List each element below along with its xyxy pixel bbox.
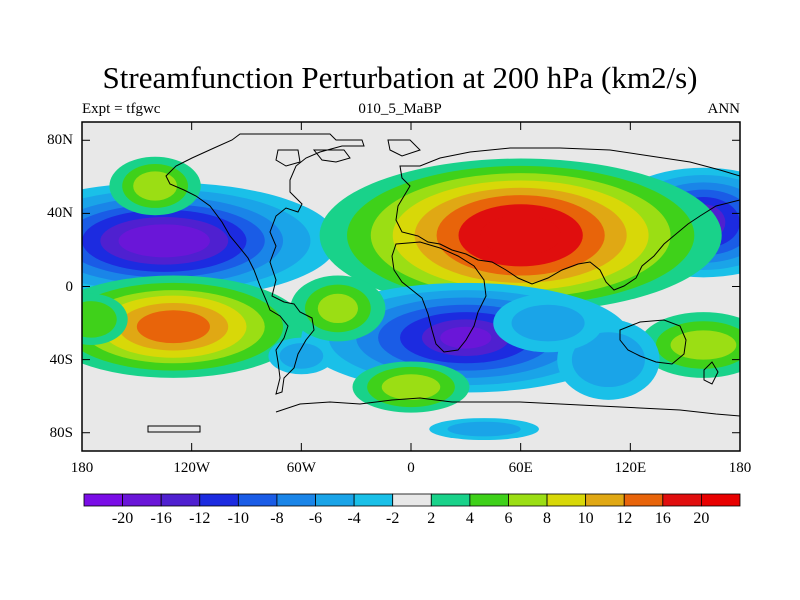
- contour-band-8-1: [279, 343, 324, 369]
- colorbar-swatch: [83, 493, 123, 507]
- colorbar-label: 20: [693, 510, 710, 527]
- colorbar-label: -6: [308, 510, 323, 527]
- colorbar-swatch: [160, 493, 201, 507]
- colorbar-swatch: [353, 493, 394, 507]
- contour-band-9-2: [670, 330, 737, 360]
- contour-band-4-7: [480, 215, 561, 256]
- contour-band-10-1: [571, 332, 645, 388]
- colorbar-label: 2: [427, 510, 436, 527]
- x-tick-label: 180: [70, 460, 94, 476]
- y-tick-label: 40N: [47, 205, 73, 222]
- contour-band-11-1: [511, 304, 585, 342]
- colorbar-label: 8: [543, 510, 552, 527]
- season-label: ANN: [707, 101, 741, 117]
- x-tick-label: 0: [407, 460, 415, 476]
- x-tick-label: 120E: [614, 460, 647, 476]
- colorbar-swatch: [237, 493, 278, 507]
- x-tick-label: 180: [728, 460, 752, 476]
- contour-fill: [82, 156, 740, 441]
- colorbar-swatch: [469, 493, 509, 507]
- colorbar-label: -12: [189, 510, 211, 527]
- colorbar-label: 16: [654, 510, 671, 527]
- colorbar-swatch: [546, 493, 587, 507]
- colorbar-swatch: [662, 493, 702, 507]
- x-tick-label: 60W: [286, 460, 316, 476]
- y-tick-label: 80N: [47, 132, 73, 149]
- colorbar-swatch: [276, 493, 316, 507]
- contour-band-2-5: [136, 310, 210, 344]
- colorbar-swatch: [430, 493, 471, 507]
- colorbar: [83, 493, 741, 507]
- colorbar-label: -2: [386, 510, 400, 527]
- colorbar-label: 10: [577, 510, 594, 527]
- colorbar-swatch: [315, 493, 355, 507]
- coastline: [147, 133, 740, 433]
- contour-band-6-2: [317, 293, 358, 324]
- colorbar-label: -20: [111, 510, 134, 527]
- colorbar-swatch: [701, 493, 741, 507]
- contour-band-12-1: [82, 301, 117, 338]
- chart-title: Streamfunction Perturbation at 200 hPa (…: [102, 60, 698, 95]
- colorbar-swatch: [392, 493, 432, 507]
- x-tick-label: 60E: [508, 460, 533, 476]
- x-tick-label: 120W: [173, 460, 210, 476]
- colorbar-label: 4: [465, 510, 474, 527]
- colorbar-label: -10: [227, 510, 250, 527]
- colorbar-label: -8: [270, 510, 284, 527]
- colorbar-swatch: [623, 493, 664, 507]
- colorbar-label: -4: [347, 510, 361, 527]
- contour-band-5-6: [440, 326, 492, 349]
- colorbar-label: 6: [504, 510, 513, 527]
- contour-band-3-2: [133, 171, 178, 201]
- contour-band-13-1: [447, 421, 521, 437]
- experiment-label: Expt = tfgwc: [82, 101, 161, 117]
- contour-band-0-6: [118, 224, 210, 258]
- case-label: 010_5_MaBP: [358, 101, 442, 117]
- colorbar-swatch: [122, 493, 162, 507]
- colorbar-swatch: [199, 493, 239, 507]
- y-tick-label: 80S: [49, 424, 73, 441]
- y-tick-label: 0: [65, 278, 74, 295]
- colorbar-swatch: [508, 493, 548, 507]
- y-tick-label: 40S: [49, 351, 73, 368]
- contour-band-7-2: [381, 374, 441, 400]
- colorbar-swatch: [585, 493, 625, 507]
- colorbar-label: 12: [616, 510, 633, 527]
- colorbar-label: -16: [150, 510, 172, 527]
